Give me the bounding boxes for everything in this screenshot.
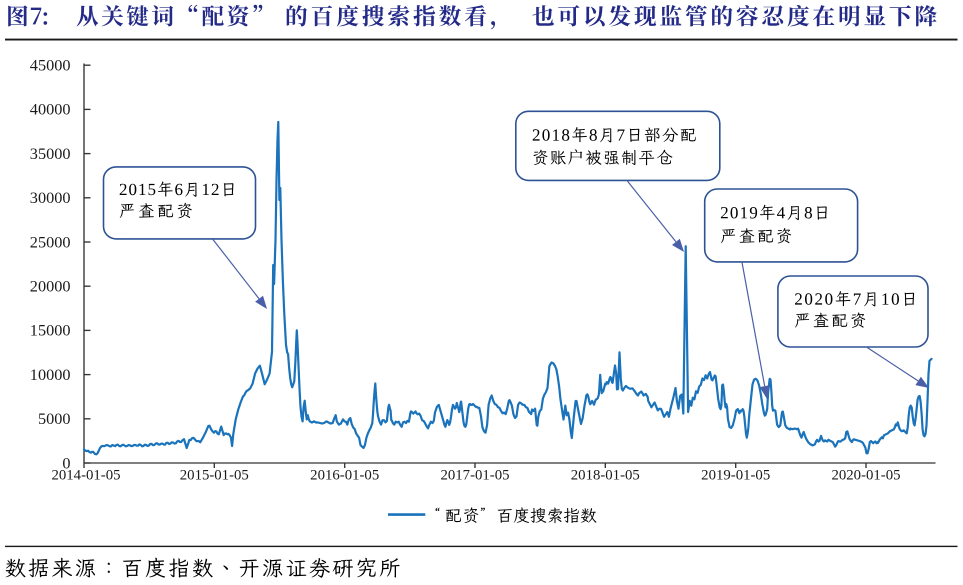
svg-text:5000: 5000 [38, 409, 71, 428]
svg-text:35000: 35000 [30, 144, 71, 163]
svg-text:2017-01-05: 2017-01-05 [440, 468, 509, 484]
svg-text:2014-01-05: 2014-01-05 [51, 468, 120, 484]
svg-text:2015-01-05: 2015-01-05 [180, 468, 249, 484]
svg-text:45000: 45000 [30, 56, 71, 75]
svg-text:40000: 40000 [30, 100, 71, 119]
svg-text:20000: 20000 [30, 277, 71, 296]
svg-text:0: 0 [62, 453, 70, 472]
svg-text:15000: 15000 [30, 321, 71, 340]
svg-text:2016-01-05: 2016-01-05 [310, 468, 379, 484]
svg-text:30000: 30000 [30, 188, 71, 207]
svg-text:2019-01-05: 2019-01-05 [701, 468, 770, 484]
svg-text:2020-01-05: 2020-01-05 [831, 468, 900, 484]
svg-text:25000: 25000 [30, 232, 71, 251]
svg-text:10000: 10000 [30, 365, 71, 384]
svg-text:2018-01-05: 2018-01-05 [571, 468, 640, 484]
